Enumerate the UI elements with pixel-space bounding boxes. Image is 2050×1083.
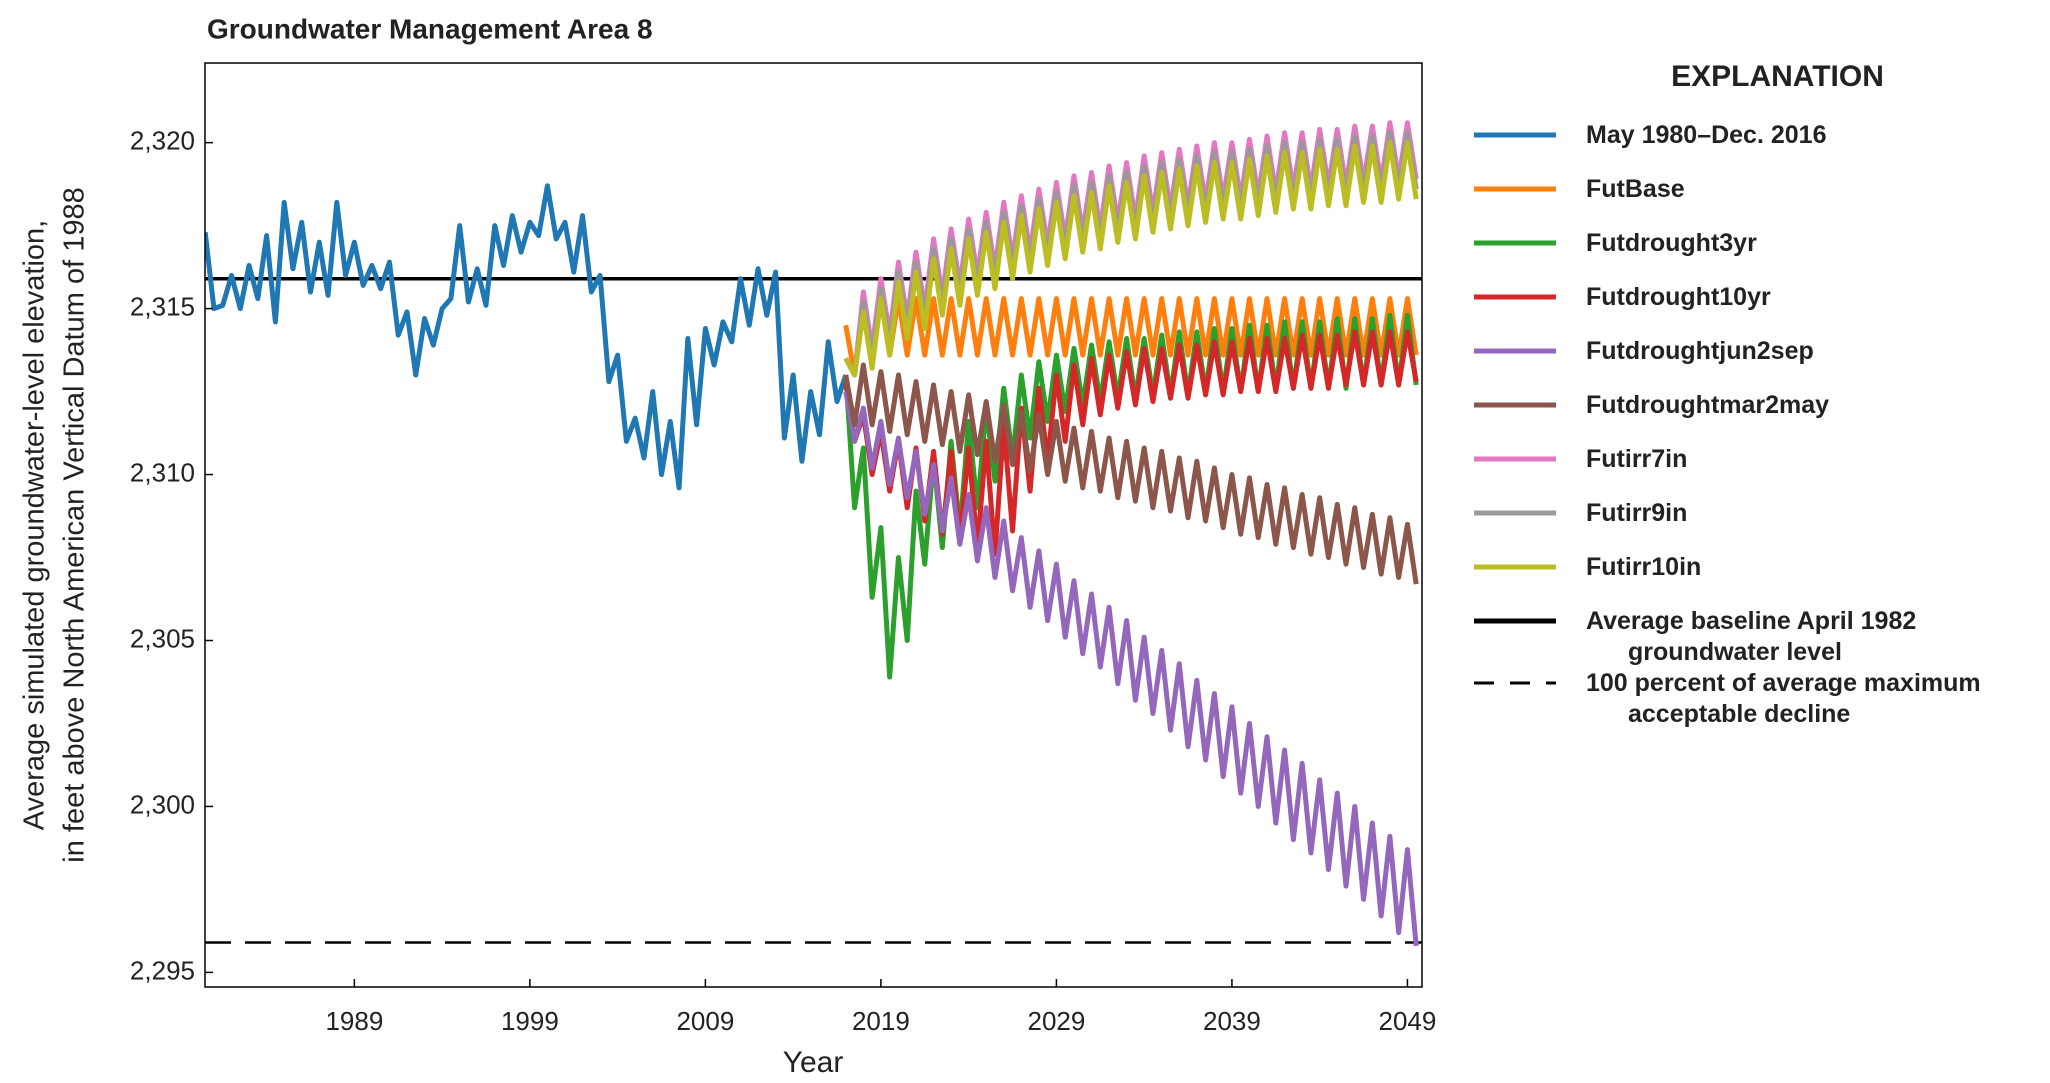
series-line (843, 329, 1419, 557)
series-line (843, 362, 1419, 585)
legend-item: Futirr7in (1470, 444, 2045, 498)
legend-label: Futirr7in (1586, 445, 1688, 473)
y-tick-label: 2,315 (130, 291, 195, 321)
y-axis-label: Average simulated groundwater-level elev… (19, 220, 51, 830)
legend-swatch (1474, 618, 1556, 624)
legend-item: Futdrought10yr (1470, 282, 2045, 336)
x-tick-label: 2009 (676, 1006, 734, 1036)
legend-swatch (1474, 294, 1556, 300)
plot-area (205, 120, 1422, 947)
legend-label: Futdroughtjun2sep (1586, 337, 1814, 365)
legend-swatch (1474, 564, 1556, 570)
legend-swatch (1474, 132, 1556, 138)
x-tick-label: 1989 (325, 1006, 383, 1036)
series-line (205, 183, 849, 491)
legend-title: EXPLANATION (1671, 60, 1884, 93)
x-tick-label: 2019 (852, 1006, 910, 1036)
legend-swatch (1474, 240, 1556, 246)
chart-title: Groundwater Management Area 8 (207, 13, 653, 44)
legend: EXPLANATION May 1980–Dec. 2016 FutBase Fut… (1470, 60, 2045, 730)
legend-item: Average baseline April 1982 groundwater … (1470, 606, 2045, 668)
legend-label: May 1980–Dec. 2016 (1586, 121, 1827, 149)
x-tick-label: 2039 (1203, 1006, 1261, 1036)
plot-frame (204, 62, 1423, 988)
legend-label: Futdrought10yr (1586, 283, 1771, 311)
legend-item: FutBase (1470, 174, 2045, 228)
legend-item: Futirr9in (1470, 498, 2045, 552)
legend-swatch (1474, 681, 1556, 685)
legend-swatch (1474, 456, 1556, 462)
legend-swatch (1474, 186, 1556, 192)
legend-swatch (1474, 402, 1556, 408)
series-line (843, 391, 1419, 947)
legend-label: Futdroughtmar2may (1586, 391, 1830, 419)
legend-swatch (1474, 348, 1556, 354)
y-tick-label: 2,300 (130, 789, 195, 819)
x-tick-label: 2029 (1027, 1006, 1085, 1036)
legend-label: 100 percent of average maximum acceptabl… (1586, 669, 1981, 728)
y-tick-label: 2,295 (130, 955, 195, 985)
y-axis-label: in feet above North American Vertical Da… (59, 187, 91, 862)
series-line (843, 296, 1419, 378)
x-tick-label: 2049 (1379, 1006, 1437, 1036)
legend-item: Futdroughtjun2sep (1470, 336, 2045, 390)
legend-item: 100 percent of average maximum acceptabl… (1470, 668, 2045, 730)
legend-label: Average baseline April 1982 groundwater … (1586, 607, 1917, 666)
legend-item: Futdroughtmar2may (1470, 390, 2045, 444)
legend-item: May 1980–Dec. 2016 (1470, 120, 2045, 174)
legend-item: Futirr10in (1470, 552, 2045, 606)
series-line (843, 140, 1419, 378)
legend-label: Futirr9in (1586, 499, 1688, 527)
y-tick-label: 2,320 (130, 126, 195, 156)
legend-label: FutBase (1586, 175, 1685, 203)
y-tick-label: 2,305 (130, 623, 195, 653)
y-tick-label: 2,310 (130, 457, 195, 487)
legend-label: Futirr10in (1586, 553, 1702, 581)
legend-label: Futdrought3yr (1586, 229, 1757, 257)
x-axis-label: Year (783, 1046, 844, 1079)
legend-swatch (1474, 510, 1556, 516)
x-tick-label: 1999 (501, 1006, 559, 1036)
legend-item: Futdrought3yr (1470, 228, 2045, 282)
